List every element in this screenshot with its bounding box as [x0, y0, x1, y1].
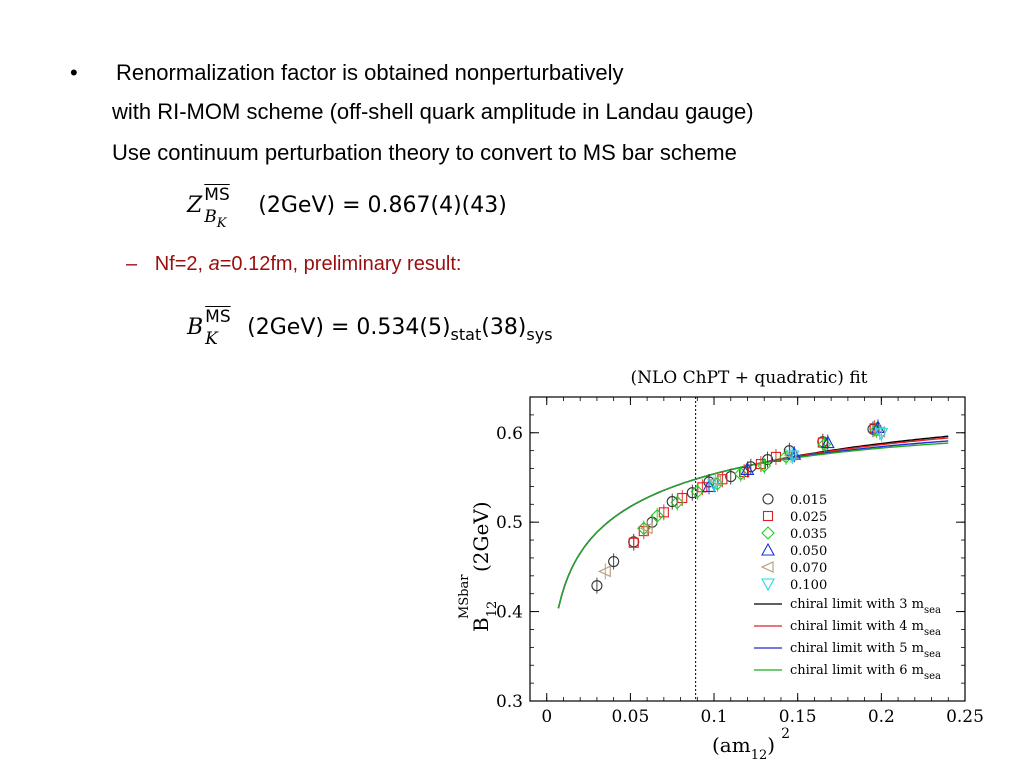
legend-marker: [762, 493, 774, 505]
data-point-0.100: [707, 479, 721, 492]
data-point-0.100: [785, 450, 800, 464]
data-point-0.035: [650, 509, 664, 523]
data-point-0.015: [591, 580, 603, 592]
sub-bullet: – Nf=2, a=0.12fm, preliminary result:: [126, 253, 462, 276]
formula2-sup: MS: [205, 307, 231, 327]
sub-bullet-dash: –: [126, 253, 138, 275]
data-point-0.035: [710, 476, 725, 491]
legend-label: 0.070: [790, 561, 827, 576]
data-point-0.035: [757, 459, 772, 473]
legend-label: 0.050: [790, 544, 827, 559]
data-point-0.035: [734, 467, 748, 481]
data-point-0.035: [636, 521, 651, 536]
data-point-0.070: [639, 522, 653, 535]
x-tick-label: 0: [541, 707, 552, 727]
bullet-dot: •: [70, 60, 78, 85]
formula2-sys: sys: [526, 325, 553, 344]
legend-label: 0.100: [790, 578, 827, 593]
sub-bullet-a: a: [208, 253, 220, 275]
svg-text:MSbar: MSbar: [457, 574, 472, 619]
formula1-sub-k: K: [216, 216, 227, 231]
x-tick-label: 0.2: [868, 707, 895, 727]
bullet-line-2: with RI-MOM scheme (off-shell quark ampl…: [112, 99, 754, 124]
x-tick-label: 0.1: [701, 707, 728, 727]
y-tick-labels: 0.3 0.4 0.5 0.6: [496, 424, 523, 712]
legend-label: chiral limit with 3 msea: [790, 597, 941, 616]
data-point-0.100: [874, 428, 889, 441]
axis-ticks: [529, 396, 966, 702]
y-tick-label: 0.3: [496, 692, 523, 712]
data-point-0.050: [820, 435, 835, 449]
legend-marker: [761, 542, 775, 556]
data-point-0.035: [670, 495, 685, 510]
legend-marker: [761, 578, 775, 592]
formula1-arg: (2GeV) = 0.867(4)(43): [258, 193, 507, 218]
formula1-sub: BK: [204, 207, 226, 231]
formula-bk: B MS K (2GeV) = 0.534(5)stat(38)sys: [187, 307, 553, 349]
x-tick-label: 0.15: [779, 707, 817, 727]
fit-curve: [557, 440, 949, 609]
x-tick-label: 0.25: [946, 707, 984, 727]
legend-label: chiral limit with 6 msea: [790, 663, 941, 682]
svg-text:B12: B12: [469, 601, 500, 632]
fit-curves: [557, 435, 949, 609]
bullet-line-3: Use continuum perturbation theory to con…: [112, 140, 737, 165]
formula2-stat: stat: [450, 325, 482, 344]
bullet-text: Renormalization factor is obtained nonpe…: [115, 60, 624, 85]
sub-bullet-prefix: Nf=2,: [154, 253, 209, 275]
formula2-arg: (2GeV) = 0.534(5): [247, 315, 451, 340]
data-point-0.035: [779, 450, 793, 464]
x-axis-label: (am12) 2: [712, 726, 790, 763]
y-tick-label: 0.4: [496, 603, 523, 623]
formula1-symbol: Z: [187, 193, 203, 218]
fit-curve: [557, 437, 949, 609]
sub-bullet-rest: =0.12fm, preliminary result:: [219, 253, 462, 275]
data-point-0.015: [725, 471, 737, 483]
x-tick-labels: 0 0.05 0.1 0.15 0.2 0.25: [541, 707, 984, 727]
data-point-0.035: [869, 423, 884, 437]
y-tick-label: 0.6: [496, 424, 523, 444]
legend-marker: [760, 561, 774, 573]
data-point-0.035: [690, 484, 705, 499]
legend-label: 0.015: [790, 493, 827, 508]
data-point-0.025: [628, 537, 639, 548]
data-point-0.050: [740, 462, 755, 475]
data-point-0.070: [872, 426, 886, 438]
legend-label: 0.025: [790, 510, 827, 525]
fit-curve: [557, 442, 949, 609]
legend-label: chiral limit with 4 msea: [790, 619, 941, 638]
formula2-sub: K: [205, 329, 218, 349]
data-markers: [591, 419, 889, 594]
chart-title: (NLO ChPT + quadratic) fit: [630, 368, 867, 388]
formula-z-bk: Z MS BK (2GeV) = 0.867(4)(43): [187, 185, 507, 231]
formula2-symbol: B: [187, 315, 204, 340]
data-point-0.070: [708, 475, 722, 487]
data-point-0.070: [597, 565, 611, 578]
data-point-0.035: [817, 437, 832, 452]
legend: 0.015 0.025 0.035 0.050 0.070 0.100 chiral lim…: [754, 493, 941, 682]
legend-label: 0.035: [790, 527, 827, 542]
y-axis-label: B12 MSbar (2GeV): [457, 501, 500, 632]
legend-marker: [761, 526, 775, 540]
data-point-0.015: [608, 555, 620, 568]
y-tick-label: 0.5: [496, 513, 523, 533]
bullet-line-1: • Renormalization factor is obtained non…: [70, 60, 623, 86]
x-tick-label: 0.05: [611, 707, 649, 727]
formula1-sup: MS: [204, 185, 230, 205]
legend-label: chiral limit with 5 msea: [790, 641, 941, 660]
svg-text:(2GeV): (2GeV): [469, 501, 493, 572]
formula1-sub-b: B: [204, 207, 217, 227]
formula2-mid: (38): [481, 315, 527, 340]
data-point-0.025: [677, 492, 688, 504]
legend-marker: [762, 510, 774, 522]
